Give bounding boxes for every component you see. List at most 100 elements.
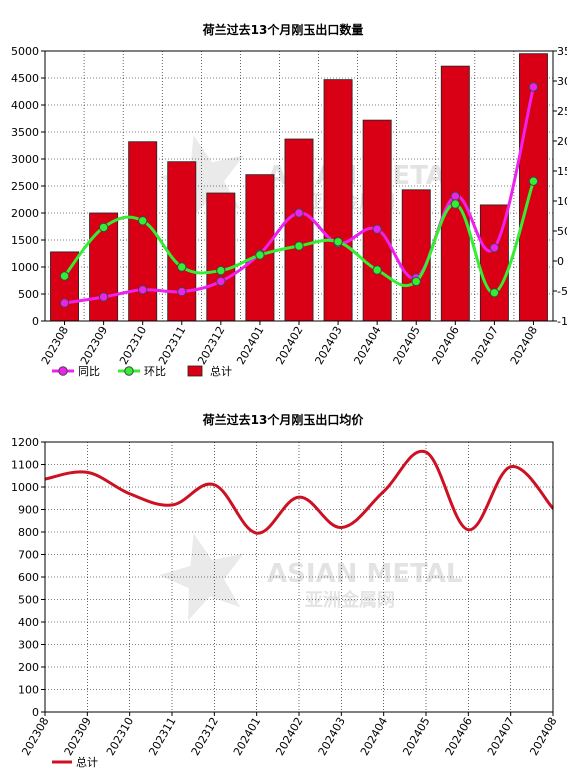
legend-swatch-marker <box>59 367 67 375</box>
y-right-tick-label: 350 <box>557 45 567 58</box>
x-tick-label: 202406 <box>430 324 462 367</box>
watermark-text: ASIAN METAL <box>267 559 463 589</box>
x-tick-label: 202403 <box>312 324 344 367</box>
x-tick-label: 202308 <box>19 715 51 758</box>
y-left-tick-label: 4500 <box>11 72 39 85</box>
point-202312 <box>217 277 225 285</box>
y-right-tick-label: 150 <box>557 165 567 178</box>
point-202405 <box>412 277 420 285</box>
point-202402 <box>295 209 303 217</box>
y-tick-label: 1100 <box>11 459 39 472</box>
point-202407 <box>490 289 498 297</box>
axes: 0100200300400500600700800900100011001200… <box>11 436 560 758</box>
x-tick-label: 202408 <box>508 324 540 367</box>
point-202403 <box>334 238 342 246</box>
legend-label: 总计 <box>210 364 232 378</box>
x-tick-label: 202404 <box>358 715 390 758</box>
y-tick-label: 1200 <box>11 436 39 449</box>
y-left-tick-label: 1500 <box>11 234 39 247</box>
y-left-tick-label: 1000 <box>11 261 39 274</box>
legend-label: 总计 <box>76 755 98 769</box>
y-tick-label: 500 <box>18 594 39 607</box>
bar-202402 <box>285 139 313 321</box>
x-tick-label: 202312 <box>189 715 221 758</box>
y-tick-label: 600 <box>18 571 39 584</box>
point-202402 <box>295 242 303 250</box>
point-202404 <box>373 225 381 233</box>
legend-swatch-bar <box>188 366 202 376</box>
y-tick-label: 900 <box>18 504 39 517</box>
legend-label: 环比 <box>144 365 166 378</box>
point-202308 <box>60 299 68 307</box>
x-tick-label: 202407 <box>485 715 517 758</box>
y-left-tick-label: 4000 <box>11 99 39 112</box>
x-tick-label: 202310 <box>117 324 149 367</box>
y-right-tick-label: 0 <box>557 255 564 268</box>
y-tick-label: 400 <box>18 616 39 629</box>
x-tick-label: 202404 <box>351 324 383 367</box>
point-202406 <box>451 192 459 200</box>
point-202310 <box>138 286 146 294</box>
y-right-tick-label: -50 <box>557 285 567 298</box>
point-202309 <box>99 293 107 301</box>
y-right-tick-label: 200 <box>557 135 567 148</box>
y-tick-label: 200 <box>18 661 39 674</box>
x-tick-label: 202402 <box>273 715 305 758</box>
bar-202401 <box>246 175 274 321</box>
x-tick-label: 202309 <box>62 715 94 758</box>
chart-title: 荷兰过去13个月刚玉出口数量 <box>202 22 364 37</box>
x-tick-label: 202310 <box>104 715 136 758</box>
chart-title: 荷兰过去13个月刚玉出口均价 <box>202 412 365 427</box>
point-202408 <box>529 177 537 185</box>
y-left-tick-label: 500 <box>18 288 39 301</box>
x-tick-label: 202309 <box>78 324 110 367</box>
x-tick-label: 202312 <box>195 324 227 367</box>
y-left-tick-label: 5000 <box>11 45 39 58</box>
y-right-tick-label: 250 <box>557 105 567 118</box>
y-tick-label: 0 <box>32 706 39 719</box>
x-tick-label: 202308 <box>39 324 71 367</box>
y-tick-label: 1000 <box>11 481 39 494</box>
y-left-tick-label: 2500 <box>11 180 39 193</box>
y-right-tick-label: 100 <box>557 195 567 208</box>
point-202404 <box>373 266 381 274</box>
bar-202311 <box>168 162 196 321</box>
legend-swatch-marker <box>125 367 133 375</box>
x-tick-label: 202408 <box>527 715 559 758</box>
x-tick-label: 202405 <box>391 324 423 367</box>
x-tick-label: 202311 <box>156 324 188 367</box>
x-tick-label: 202407 <box>469 324 501 367</box>
y-right-tick-label: -100 <box>557 315 567 328</box>
legend: 总计 <box>52 755 98 769</box>
point-202311 <box>178 287 186 295</box>
y-tick-label: 100 <box>18 684 39 697</box>
point-202407 <box>490 244 498 252</box>
bar-202405 <box>402 190 430 321</box>
bar-202312 <box>207 193 235 321</box>
x-tick-label: 202406 <box>443 715 475 758</box>
y-left-tick-label: 2000 <box>11 207 39 220</box>
y-left-tick-label: 3500 <box>11 126 39 139</box>
x-tick-label: 202401 <box>234 324 266 367</box>
y-left-tick-label: 3000 <box>11 153 39 166</box>
bar-202404 <box>363 120 391 321</box>
point-202312 <box>217 266 225 274</box>
x-tick-label: 202401 <box>231 715 263 758</box>
point-202408 <box>529 83 537 91</box>
watermark-text-cn: 亚洲金属网 <box>305 589 395 611</box>
point-202309 <box>99 223 107 231</box>
point-202401 <box>256 251 264 259</box>
point-202311 <box>178 263 186 271</box>
x-tick-label: 202311 <box>146 715 178 758</box>
point-202310 <box>138 217 146 225</box>
point-202406 <box>451 200 459 208</box>
point-202308 <box>60 272 68 280</box>
x-tick-label: 202402 <box>273 324 305 367</box>
x-tick-label: 202403 <box>316 715 348 758</box>
y-tick-label: 700 <box>18 549 39 562</box>
bar-series <box>50 54 547 321</box>
